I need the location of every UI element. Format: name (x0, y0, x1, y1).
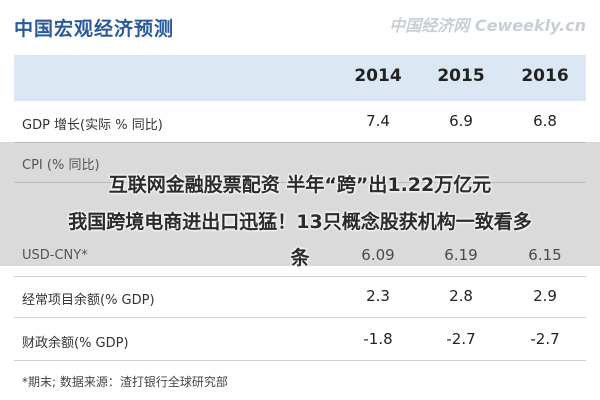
cell-value: 2.8 (449, 287, 473, 305)
cell-value: 6.19 (444, 246, 478, 264)
cell-value: -1.8 (363, 330, 393, 348)
cell-value: 7.4 (366, 112, 390, 130)
row-separator (14, 360, 586, 361)
cell-value: 6.8 (533, 112, 557, 130)
title: 中国宏观经济预测 (14, 18, 175, 40)
row-separator (14, 182, 586, 183)
caption-line: 互联网金融股票配资 半年“跨”出1.22万亿元 (108, 174, 492, 196)
row-label: USD-CNY* (22, 248, 88, 263)
cell-value: 2.3 (366, 287, 390, 305)
row-separator (14, 276, 586, 277)
row-label: 财政余额(% GDP) (22, 336, 129, 351)
cell-value: 2.9 (533, 287, 557, 305)
cell-value: -2.7 (530, 330, 560, 348)
row-label: 经常项目余额(% GDP) (22, 293, 155, 308)
caption-line: 条 (290, 247, 310, 269)
column-header: 2016 (521, 66, 569, 86)
row-label: CPI (% 同比) (22, 158, 100, 173)
column-header: 2015 (437, 66, 485, 86)
cell-value: 6.9 (449, 112, 473, 130)
header-band (14, 55, 586, 101)
column-header: 2014 (354, 66, 402, 86)
footnote: *期末; 数据来源：渣打银行全球研究部 (22, 375, 228, 389)
cell-value: -2.7 (446, 330, 476, 348)
row-separator (14, 317, 586, 318)
cell-value: 6.15 (528, 246, 562, 264)
caption-overlay (0, 142, 600, 266)
row-separator (14, 142, 586, 143)
cell-value: 6.09 (361, 246, 395, 264)
row-label: GDP 增长(实际 % 同比) (22, 118, 163, 133)
caption-line: 我国跨境电商进出口迅猛！13只概念股获机构一致看多 (68, 211, 532, 233)
watermark: 中国经济网 Ceweekly.cn (389, 16, 586, 35)
